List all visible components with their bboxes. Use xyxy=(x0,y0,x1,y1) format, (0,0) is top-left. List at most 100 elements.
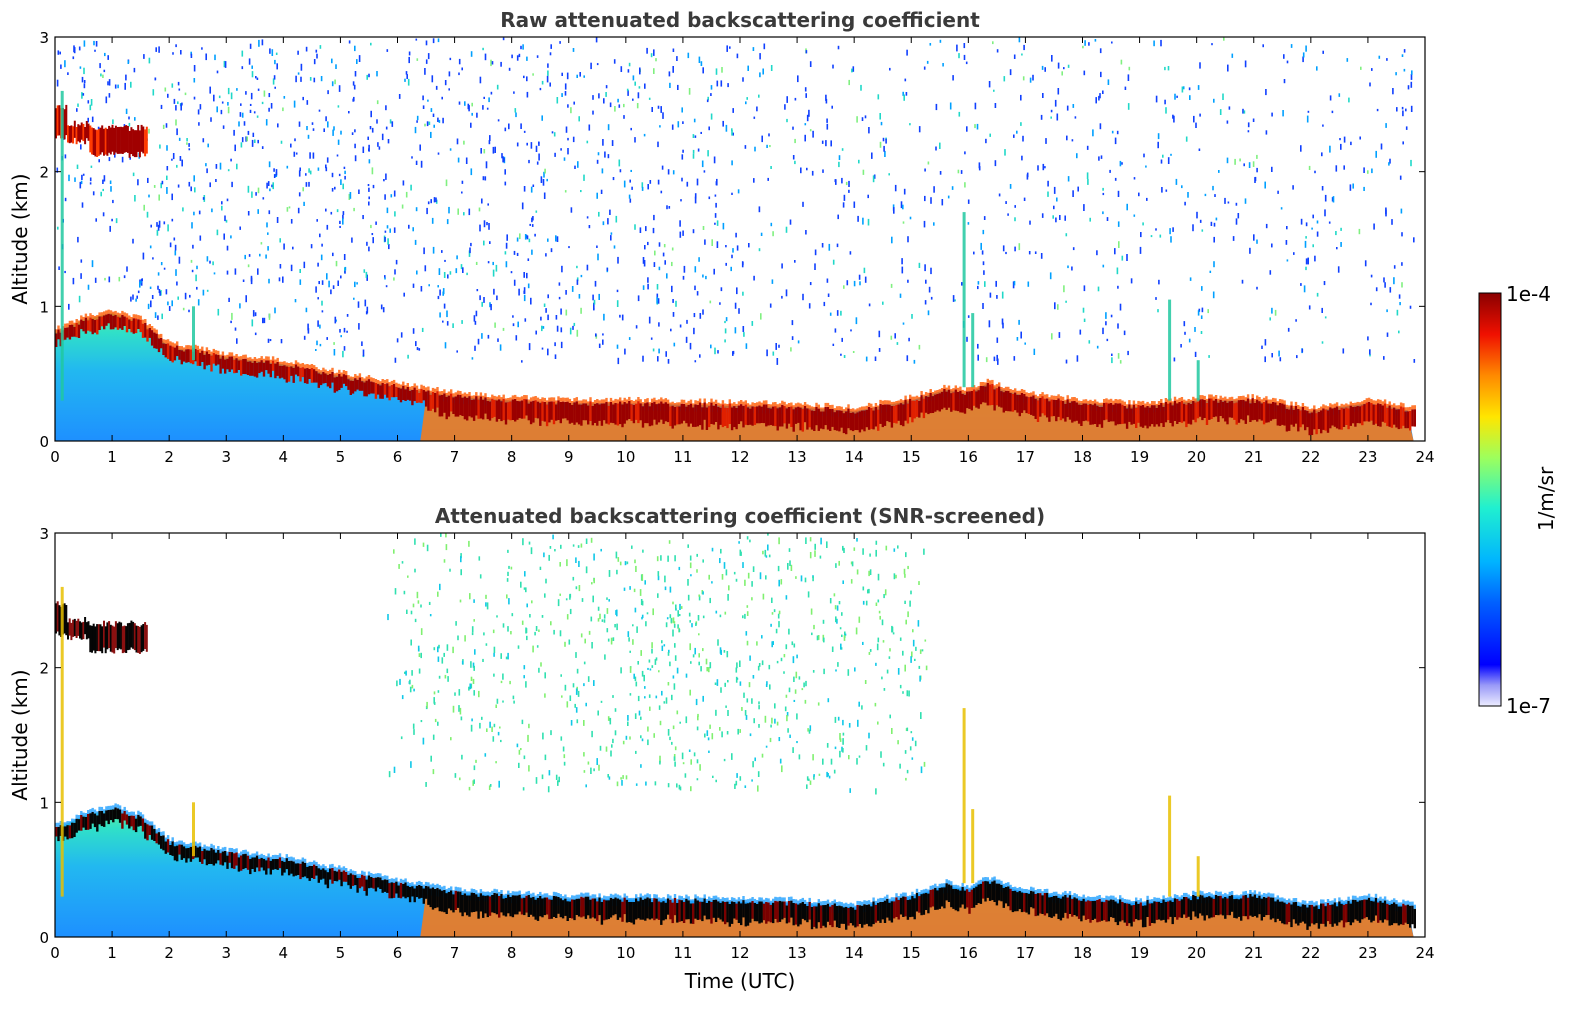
noise-pixel xyxy=(572,325,574,330)
noise-pixel xyxy=(494,322,496,328)
noise-pixel xyxy=(731,192,733,195)
noise-pixel xyxy=(1337,266,1340,273)
band-column xyxy=(1034,398,1037,419)
band-fringe xyxy=(797,402,800,407)
noise-pixel xyxy=(317,320,319,327)
band-fringe xyxy=(694,400,697,405)
noise-pixel xyxy=(1271,243,1273,248)
noise-pixel xyxy=(653,68,655,74)
noise-pixel xyxy=(418,668,421,674)
noise-pixel xyxy=(1324,209,1326,217)
noise-pixel xyxy=(526,235,529,240)
noise-pixel xyxy=(1232,236,1235,241)
band-fringe xyxy=(486,397,489,401)
band-fringe xyxy=(1365,398,1368,403)
noise-pixel xyxy=(442,117,444,124)
noise-pixel xyxy=(254,332,257,336)
band-column xyxy=(1018,394,1021,417)
band-column xyxy=(98,810,101,825)
noise-pixel xyxy=(1335,231,1337,236)
noise-pixel xyxy=(498,780,500,788)
noise-pixel xyxy=(148,57,151,64)
band-fringe xyxy=(1269,399,1273,404)
band-fringe xyxy=(271,356,275,361)
band-column xyxy=(644,898,647,921)
band-fringe xyxy=(785,901,789,906)
noise-pixel xyxy=(909,600,911,607)
noise-pixel xyxy=(408,56,410,64)
band-fringe xyxy=(71,320,74,325)
noise-pixel xyxy=(677,84,679,90)
noise-pixel xyxy=(758,206,761,213)
noise-pixel xyxy=(877,599,880,603)
noise-pixel xyxy=(438,268,441,275)
band-column xyxy=(961,393,964,413)
noise-pixel xyxy=(309,170,312,175)
noise-pixel xyxy=(641,614,644,619)
band-column xyxy=(548,899,551,920)
band-fringe xyxy=(139,812,142,817)
band-column xyxy=(721,901,725,922)
noise-pixel xyxy=(442,288,445,295)
band-fringe xyxy=(886,894,889,899)
noise-pixel xyxy=(696,178,699,186)
noise-pixel xyxy=(497,338,499,342)
noise-pixel xyxy=(592,110,594,115)
noise-pixel xyxy=(560,674,562,677)
noise-pixel xyxy=(268,93,271,98)
band-fringe xyxy=(1322,404,1325,409)
band-fringe xyxy=(552,397,556,402)
noise-pixel xyxy=(716,241,719,248)
band-fringe xyxy=(685,402,688,407)
noise-pixel xyxy=(771,612,774,615)
band-fringe xyxy=(612,894,615,899)
noise-pixel xyxy=(732,248,734,253)
noise-pixel xyxy=(847,669,850,676)
band-column xyxy=(1144,407,1147,426)
noise-pixel xyxy=(709,300,712,304)
noise-pixel xyxy=(182,207,184,212)
band-fringe xyxy=(641,402,645,407)
noise-pixel xyxy=(1290,44,1293,48)
noise-pixel xyxy=(692,149,695,154)
band-fringe xyxy=(1224,396,1227,401)
band-fringe xyxy=(1338,405,1341,410)
noise-pixel xyxy=(410,610,413,615)
noise-pixel xyxy=(1054,302,1056,310)
noise-pixel xyxy=(851,561,854,567)
band-fringe xyxy=(125,313,129,318)
noise-pixel xyxy=(171,300,173,307)
noise-pixel xyxy=(282,107,284,112)
noise-pixel xyxy=(766,349,768,357)
noise-pixel xyxy=(901,266,904,274)
noise-pixel xyxy=(412,603,415,608)
band-fringe xyxy=(406,881,409,886)
noise-pixel xyxy=(686,319,688,324)
noise-pixel xyxy=(1064,215,1066,221)
noise-pixel xyxy=(598,211,600,217)
noise-pixel xyxy=(689,643,691,651)
band-column xyxy=(144,822,147,839)
noise-pixel xyxy=(575,652,577,658)
noise-pixel xyxy=(387,614,389,621)
noise-pixel xyxy=(510,271,513,274)
noise-pixel xyxy=(614,708,617,712)
noise-pixel xyxy=(463,140,465,145)
noise-pixel xyxy=(223,233,225,240)
noise-pixel xyxy=(596,159,599,164)
band-fringe xyxy=(692,403,695,408)
noise-pixel xyxy=(561,265,563,273)
band-column xyxy=(607,405,610,425)
noise-pixel xyxy=(1332,196,1335,203)
noise-pixel xyxy=(805,537,807,544)
noise-pixel xyxy=(299,167,301,171)
noise-pixel xyxy=(677,624,679,629)
noise-pixel xyxy=(1197,85,1200,90)
noise-pixel xyxy=(378,146,381,150)
noise-pixel xyxy=(1157,133,1160,140)
band-fringe xyxy=(358,373,362,378)
noise-pixel xyxy=(126,266,128,272)
noise-pixel xyxy=(496,84,499,90)
noise-pixel xyxy=(1286,259,1289,262)
band-fringe xyxy=(628,396,631,401)
